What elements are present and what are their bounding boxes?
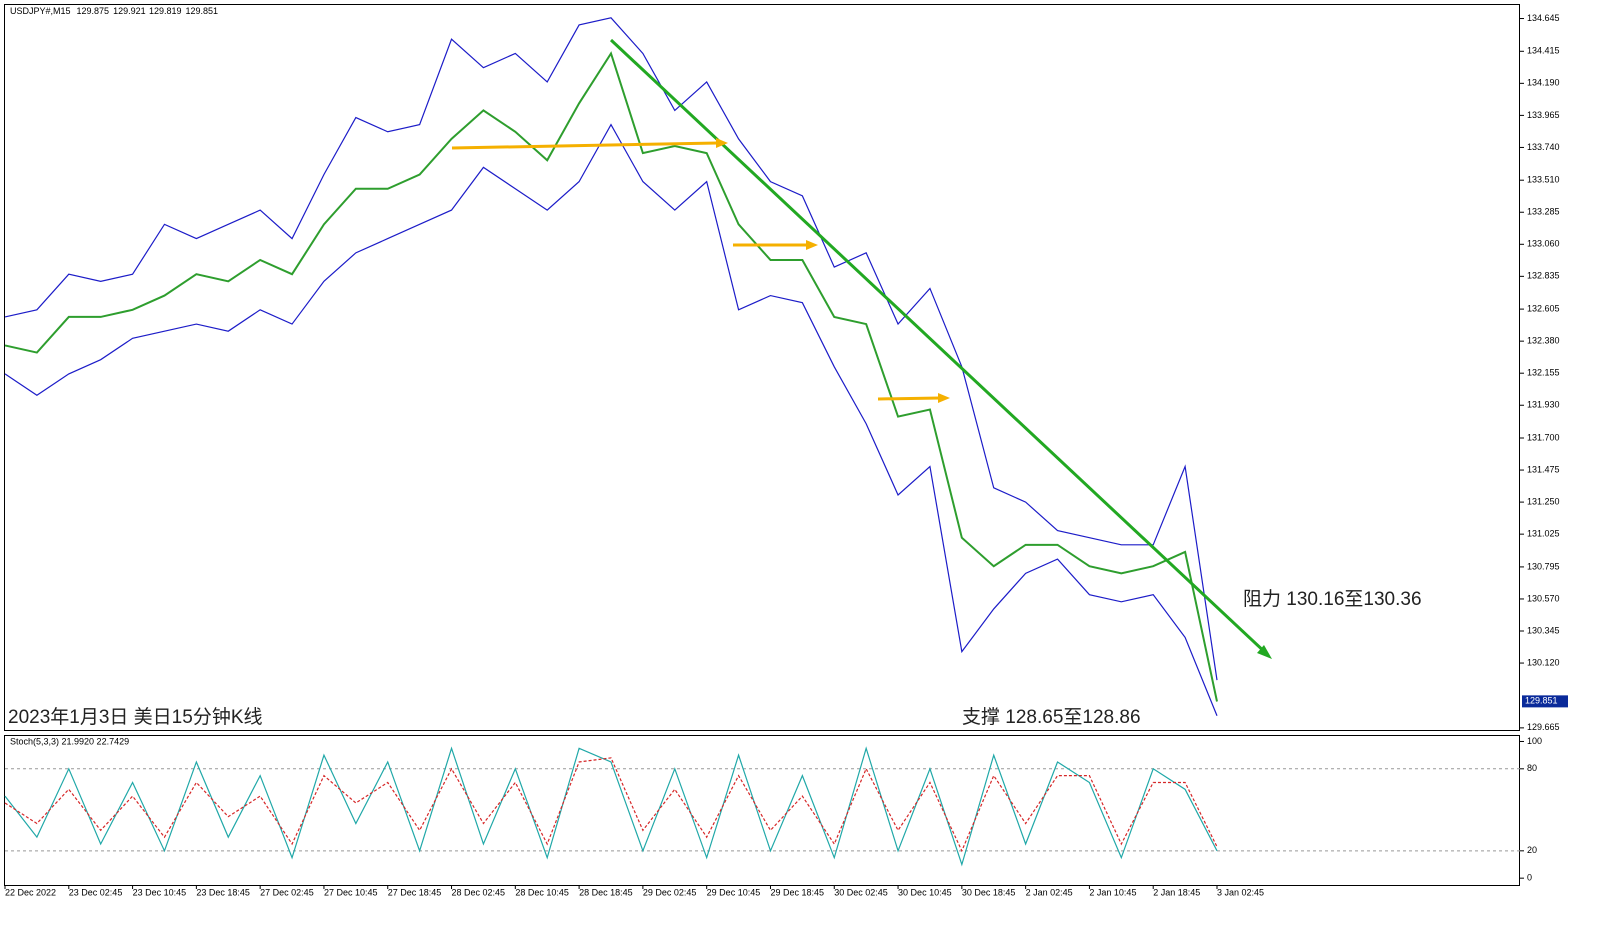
level-arrow-head xyxy=(806,240,818,250)
level-arrow-head xyxy=(938,393,950,403)
x-tick-label: 30 Dec 18:45 xyxy=(962,887,1016,897)
x-tick-label: 30 Dec 02:45 xyxy=(834,887,888,897)
x-tick-label: 27 Dec 02:45 xyxy=(260,887,314,897)
y-tick-label: 133.060 xyxy=(1527,239,1560,249)
y-tick-label: 131.250 xyxy=(1527,496,1560,506)
level-arrow-head xyxy=(716,138,728,148)
x-tick-label: 23 Dec 02:45 xyxy=(69,887,123,897)
y-tick-label: 132.605 xyxy=(1527,303,1560,313)
y-tick-label: 80 xyxy=(1527,763,1537,773)
x-tick-label: 27 Dec 10:45 xyxy=(324,887,378,897)
y-tick-label: 134.190 xyxy=(1527,78,1560,88)
x-tick-label: 27 Dec 18:45 xyxy=(388,887,442,897)
x-tick-label: 29 Dec 18:45 xyxy=(770,887,824,897)
x-tick-label: 2 Jan 02:45 xyxy=(1026,887,1073,897)
y-tick-label: 133.285 xyxy=(1527,207,1560,217)
ohlc: 129.851 xyxy=(186,6,219,16)
y-tick-label: 133.965 xyxy=(1527,110,1560,120)
series-line xyxy=(4,123,1218,716)
trend-arrow xyxy=(1257,645,1272,659)
y-tick-label: 133.510 xyxy=(1527,175,1560,185)
x-tick-label: 23 Dec 10:45 xyxy=(133,887,187,897)
x-tick-label: 2 Jan 18:45 xyxy=(1153,887,1200,897)
y-tick-label: 130.345 xyxy=(1527,625,1560,635)
y-tick-label: 130.120 xyxy=(1527,657,1560,667)
x-tick-label: 3 Jan 02:45 xyxy=(1217,887,1264,897)
y-tick-label: 0 xyxy=(1527,873,1532,883)
x-tick-label: 23 Dec 18:45 xyxy=(196,887,250,897)
y-tick-label: 130.795 xyxy=(1527,561,1560,571)
caption: 2023年1月3日 美日15分钟K线 xyxy=(8,706,263,728)
series-line xyxy=(4,17,1218,681)
level-arrow xyxy=(877,396,941,401)
y-tick-label: 132.380 xyxy=(1527,336,1560,346)
series-line xyxy=(4,746,1218,867)
resistance-note: 阻力 130.16至130.36 xyxy=(1243,588,1422,610)
header: USDJPY#,M15 129.875 129.921 129.819 129.851 xyxy=(10,6,218,16)
x-tick-label: 30 Dec 10:45 xyxy=(898,887,952,897)
ohlc: 129.819 xyxy=(149,6,182,16)
y-tick-label: 131.475 xyxy=(1527,464,1560,474)
ohlc: 129.921 xyxy=(113,6,146,16)
stoch-title: Stoch(5,3,3) 21.9920 22.7429 xyxy=(10,736,129,746)
y-tick-label: 134.645 xyxy=(1527,13,1560,23)
current-price-box xyxy=(1522,695,1568,708)
marks: 134.645 134.415 134.190 133.965 133.740 133.5… xyxy=(4,13,1568,897)
y-tick-label: 20 xyxy=(1527,845,1537,855)
current-price-label: 129.851 xyxy=(1525,696,1558,706)
y-tick-label: 132.155 xyxy=(1527,368,1560,378)
ohlc: 129.875 xyxy=(77,6,110,16)
y-tick-label: 130.570 xyxy=(1527,593,1560,603)
y-tick-label: 131.025 xyxy=(1527,529,1560,539)
y-tick-label: 131.930 xyxy=(1527,400,1560,410)
x-tick-label: 28 Dec 18:45 xyxy=(579,887,633,897)
x-tick-label: 29 Dec 10:45 xyxy=(707,887,761,897)
x-tick-label: 2 Jan 10:45 xyxy=(1089,887,1136,897)
y-tick-label: 131.700 xyxy=(1527,432,1560,442)
stoch-panel xyxy=(4,735,1520,886)
y-tick-label: 100 xyxy=(1527,736,1542,746)
x-tick-label: 28 Dec 10:45 xyxy=(515,887,569,897)
level-arrow xyxy=(451,141,719,150)
series-line xyxy=(4,757,1218,853)
y-tick-label: 132.835 xyxy=(1527,271,1560,281)
x-tick-label: 28 Dec 02:45 xyxy=(452,887,506,897)
series-line xyxy=(4,51,1218,702)
x-tick-label: 22 Dec 2022 xyxy=(5,887,56,897)
y-tick-label: 134.415 xyxy=(1527,46,1560,56)
symbol: USDJPY#,M15 xyxy=(10,6,71,16)
price-panel xyxy=(4,4,1520,731)
x-tick-label: 29 Dec 02:45 xyxy=(643,887,697,897)
support-note: 支撑 128.65至128.86 xyxy=(962,706,1141,728)
y-tick-label: 129.665 xyxy=(1527,722,1560,732)
y-tick-label: 133.740 xyxy=(1527,142,1560,152)
